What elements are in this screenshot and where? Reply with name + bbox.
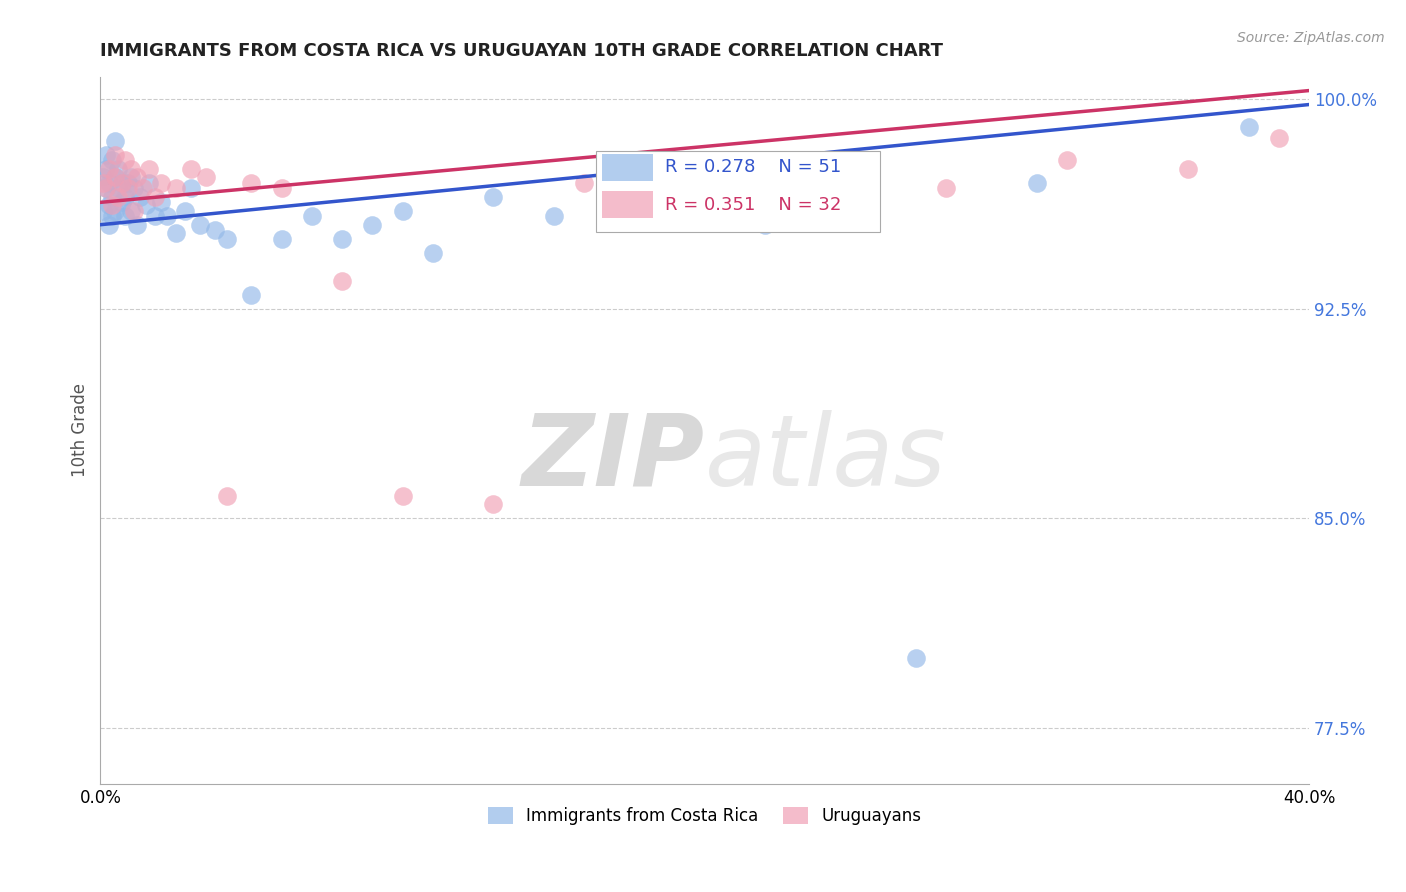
Point (98, 218, 121, 232)
Point (96, 161, 118, 176)
Point (543, 210, 565, 224)
Text: R = 0.351    N = 32: R = 0.351 N = 32 (665, 195, 841, 213)
Point (107, 181, 129, 195)
Point (114, 153, 136, 168)
Point (1268, 131, 1291, 145)
Legend: Immigrants from Costa Rica, Uruguayans: Immigrants from Costa Rica, Uruguayans (488, 806, 922, 825)
Point (240, 287, 263, 301)
Point (122, 203, 145, 218)
Text: Source: ZipAtlas.com: Source: ZipAtlas.com (1237, 31, 1385, 45)
Point (98, 176, 121, 190)
Text: ZIP: ZIP (522, 410, 704, 507)
Point (391, 489, 413, 503)
Point (572, 176, 595, 190)
Point (422, 245, 444, 260)
Point (301, 210, 323, 224)
Point (240, 176, 263, 190)
Point (174, 203, 197, 218)
Point (270, 181, 292, 195)
Point (117, 181, 139, 195)
Y-axis label: 10th Grade: 10th Grade (72, 384, 89, 477)
Point (110, 176, 132, 190)
Point (330, 232, 353, 246)
Point (1177, 161, 1199, 176)
Point (905, 651, 928, 665)
Point (93, 176, 115, 190)
Point (101, 210, 124, 224)
Point (96, 181, 118, 195)
Point (114, 190, 136, 204)
Point (96, 148, 118, 162)
Point (93, 170, 115, 185)
Point (125, 218, 148, 232)
Point (117, 176, 139, 190)
Point (110, 176, 132, 190)
Point (149, 195, 172, 210)
Text: R = 0.278    N = 51: R = 0.278 N = 51 (665, 158, 841, 176)
Point (217, 489, 239, 503)
Point (935, 181, 957, 195)
Point (138, 161, 160, 176)
Point (101, 153, 124, 168)
Point (101, 190, 124, 204)
Point (138, 176, 160, 190)
Point (107, 190, 129, 204)
FancyBboxPatch shape (602, 191, 652, 218)
Point (125, 170, 148, 185)
Point (188, 218, 211, 232)
Point (165, 181, 187, 195)
Point (98, 161, 121, 176)
Point (156, 210, 179, 224)
Point (754, 153, 776, 168)
Point (195, 170, 218, 185)
Point (110, 195, 132, 210)
Point (482, 190, 505, 204)
Point (754, 218, 776, 232)
Point (104, 170, 127, 185)
Point (361, 218, 384, 232)
Point (143, 190, 166, 204)
Text: IMMIGRANTS FROM COSTA RICA VS URUGUAYAN 10TH GRADE CORRELATION CHART: IMMIGRANTS FROM COSTA RICA VS URUGUAYAN … (100, 42, 943, 60)
Point (104, 170, 127, 185)
Point (93, 203, 115, 218)
Point (217, 232, 239, 246)
Point (104, 134, 127, 148)
Point (603, 198, 626, 212)
Point (104, 148, 127, 162)
Point (98, 198, 121, 212)
Point (330, 274, 353, 288)
Text: atlas: atlas (704, 410, 946, 507)
Point (131, 181, 153, 195)
Point (149, 176, 172, 190)
Point (96, 181, 118, 195)
Point (135, 198, 157, 212)
Point (101, 198, 124, 212)
Point (180, 161, 202, 176)
Point (270, 232, 292, 246)
FancyBboxPatch shape (602, 153, 652, 180)
Point (143, 210, 166, 224)
Point (204, 223, 226, 237)
Point (391, 203, 413, 218)
Point (1056, 153, 1078, 168)
Point (482, 497, 505, 511)
Point (104, 203, 127, 218)
Point (120, 203, 142, 218)
Point (180, 181, 202, 195)
Point (122, 181, 145, 195)
Point (1237, 120, 1260, 134)
FancyBboxPatch shape (596, 151, 880, 232)
Point (1026, 176, 1049, 190)
Point (165, 226, 187, 240)
Point (120, 170, 142, 185)
Point (114, 210, 136, 224)
Point (120, 161, 142, 176)
Point (107, 161, 129, 176)
Point (128, 190, 150, 204)
